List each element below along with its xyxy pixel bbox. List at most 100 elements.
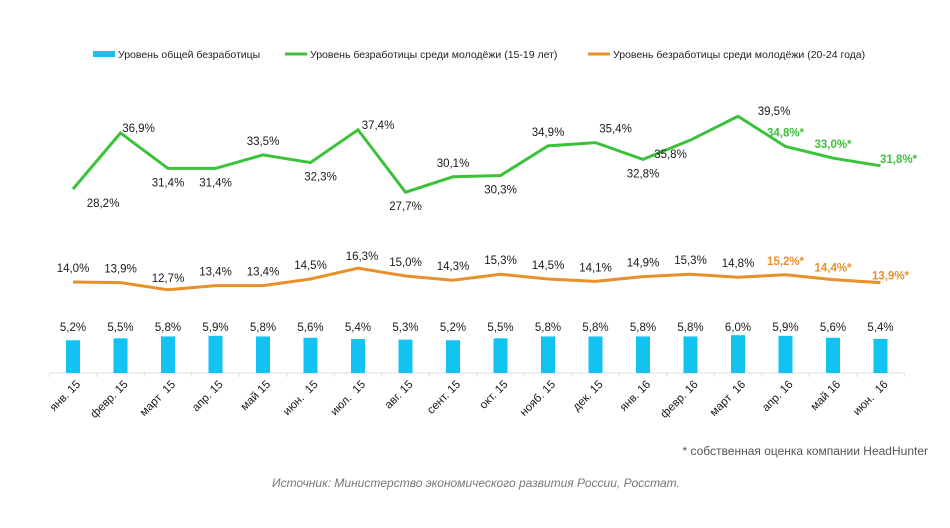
- x-tick-label: янв. 15: [48, 379, 83, 414]
- series-line: [71, 114, 881, 194]
- line-value-label: 13,4%: [247, 267, 280, 279]
- line-series-youth-20-24: 14,0% 13,9% 12,7% 13,4% 13,4% 14,5% 16,3% 15,0%…: [57, 251, 910, 292]
- x-tick-label: март 15: [138, 379, 178, 419]
- legend-label-1: Уровень безработицы среди молодёжи (15-1…: [310, 49, 557, 61]
- legend-label-2: Уровень безработицы среди молодёжи (20-2…: [613, 49, 865, 61]
- bar-value-label: 5,9%: [772, 322, 798, 334]
- x-tick-label: дек. 15: [571, 379, 606, 414]
- line-value-label: 12,7%: [152, 273, 185, 285]
- bar: [113, 338, 128, 373]
- line-value-label: 14,1%: [579, 262, 612, 274]
- line-value-label: 15,0%: [389, 257, 422, 269]
- x-tick-label: июл. 15: [329, 379, 369, 419]
- bar: [303, 337, 318, 373]
- footnote: * собственная оценка компании HeadHunter: [682, 444, 928, 458]
- bar: [493, 338, 508, 373]
- line-value-label: 31,4%: [152, 177, 185, 189]
- bar-value-label: 5,8%: [630, 322, 656, 334]
- bar-value-label: 5,9%: [202, 322, 228, 334]
- bar-value-label: 5,2%: [60, 322, 86, 334]
- bar-value-label: 5,8%: [582, 322, 608, 334]
- line-value-label: 32,8%: [627, 168, 660, 180]
- bar: [66, 340, 80, 373]
- x-tick-label: июн. 16: [851, 379, 890, 418]
- bar: [208, 335, 223, 373]
- bar: [731, 335, 745, 373]
- line-value-label: 34,9%: [532, 127, 565, 139]
- x-tick-label: май 16: [809, 379, 843, 413]
- bar: [873, 338, 888, 373]
- line-value-label: 14,0%: [57, 263, 90, 275]
- line-value-label: 13,9%: [104, 264, 137, 276]
- bar-value-label: 5,2%: [440, 322, 466, 334]
- x-axis: янв. 15 февр. 15 март 15 апр. 15 май 15 июн. …: [48, 372, 905, 421]
- line-value-label: 14,5%: [532, 260, 565, 272]
- bar-value-label: 5,8%: [250, 322, 276, 334]
- legend-label-0: Уровень общей безработицы: [118, 49, 260, 61]
- line-value-label: 30,1%: [437, 158, 470, 170]
- line-value-label: 30,3%: [484, 184, 517, 196]
- bar-value-label: 6,0%: [725, 322, 751, 334]
- bar-value-label: 5,4%: [867, 322, 893, 334]
- line-value-label: 33,0%*: [814, 139, 852, 151]
- bar: [256, 336, 270, 373]
- line-value-label: 14,5%: [294, 260, 327, 272]
- line-value-label: 27,7%: [389, 201, 422, 213]
- line-value-label: 35,4%: [599, 124, 632, 136]
- line-value-label: 15,3%: [484, 255, 517, 267]
- line-value-label: 15,2%*: [767, 256, 805, 268]
- legend: Уровень общей безработицы Уровень безрабо…: [93, 49, 865, 61]
- bar: [446, 340, 460, 373]
- bar: [683, 336, 698, 373]
- line-value-label: 31,8%*: [880, 154, 918, 166]
- x-tick-label: июн. 15: [281, 379, 320, 418]
- line-series-youth-15-19: 28,2% 36,9% 31,4% 31,4% 33,5% 32,3% 37,4% 27,7%…: [71, 106, 918, 213]
- line-value-label: 31,4%: [199, 177, 232, 189]
- x-tick-label: окт. 15: [478, 379, 511, 412]
- bar-value-label: 5,4%: [345, 322, 371, 334]
- line-value-label: 37,4%: [362, 120, 395, 132]
- line-value-label: 14,8%: [722, 258, 755, 270]
- x-tick-label: сент. 15: [425, 379, 463, 417]
- line-value-label: 35,8%: [654, 149, 687, 161]
- legend-swatch-0: [93, 51, 115, 57]
- x-tick-label: янв. 16: [618, 379, 653, 414]
- bar: [351, 338, 365, 373]
- bar: [826, 337, 840, 373]
- legend-swatch-2: [588, 52, 610, 56]
- line-value-label: 32,3%: [304, 172, 337, 184]
- series-line: [72, 266, 881, 292]
- bar-value-label: 5,6%: [297, 322, 323, 334]
- line-value-label: 16,3%: [346, 251, 379, 263]
- bar-value-label: 5,8%: [155, 322, 181, 334]
- x-tick-label: авг. 15: [383, 379, 416, 412]
- x-tick-label: апр. 15: [190, 379, 225, 414]
- bar-value-label: 5,8%: [677, 322, 703, 334]
- x-tick-label: май 15: [239, 379, 273, 413]
- line-value-label: 13,4%: [199, 267, 232, 279]
- line-value-label: 14,9%: [627, 258, 660, 270]
- line-value-label: 34,8%*: [767, 127, 805, 139]
- bar: [778, 335, 793, 373]
- line-value-label: 39,5%: [758, 106, 791, 118]
- line-value-label: 14,3%: [437, 261, 470, 273]
- bar: [161, 336, 175, 373]
- x-tick-label: апр. 16: [760, 379, 795, 414]
- x-tick-label: февр. 15: [89, 379, 131, 421]
- bar: [398, 339, 413, 373]
- source-note: Источник: Министерство экономического ра…: [272, 476, 680, 490]
- bar-series-general: 5,2% 5,5% 5,8% 5,9% 5,8% 5,6% 5,4% 5,3% 5,2% 5,5%…: [60, 322, 894, 373]
- x-tick-label: февр. 16: [659, 379, 701, 421]
- bar-value-label: 5,6%: [820, 322, 846, 334]
- line-value-label: 15,3%: [674, 255, 707, 267]
- bar-value-label: 5,8%: [535, 322, 561, 334]
- x-tick-label: нояб. 15: [518, 379, 558, 419]
- bar-value-label: 5,5%: [107, 322, 133, 334]
- line-value-label: 13,9%*: [872, 271, 910, 283]
- bar-value-label: 5,5%: [487, 322, 513, 334]
- legend-swatch-1: [285, 52, 307, 56]
- x-tick-label: март 16: [708, 379, 748, 419]
- bar: [636, 336, 650, 373]
- line-value-label: 14,4%*: [814, 263, 852, 275]
